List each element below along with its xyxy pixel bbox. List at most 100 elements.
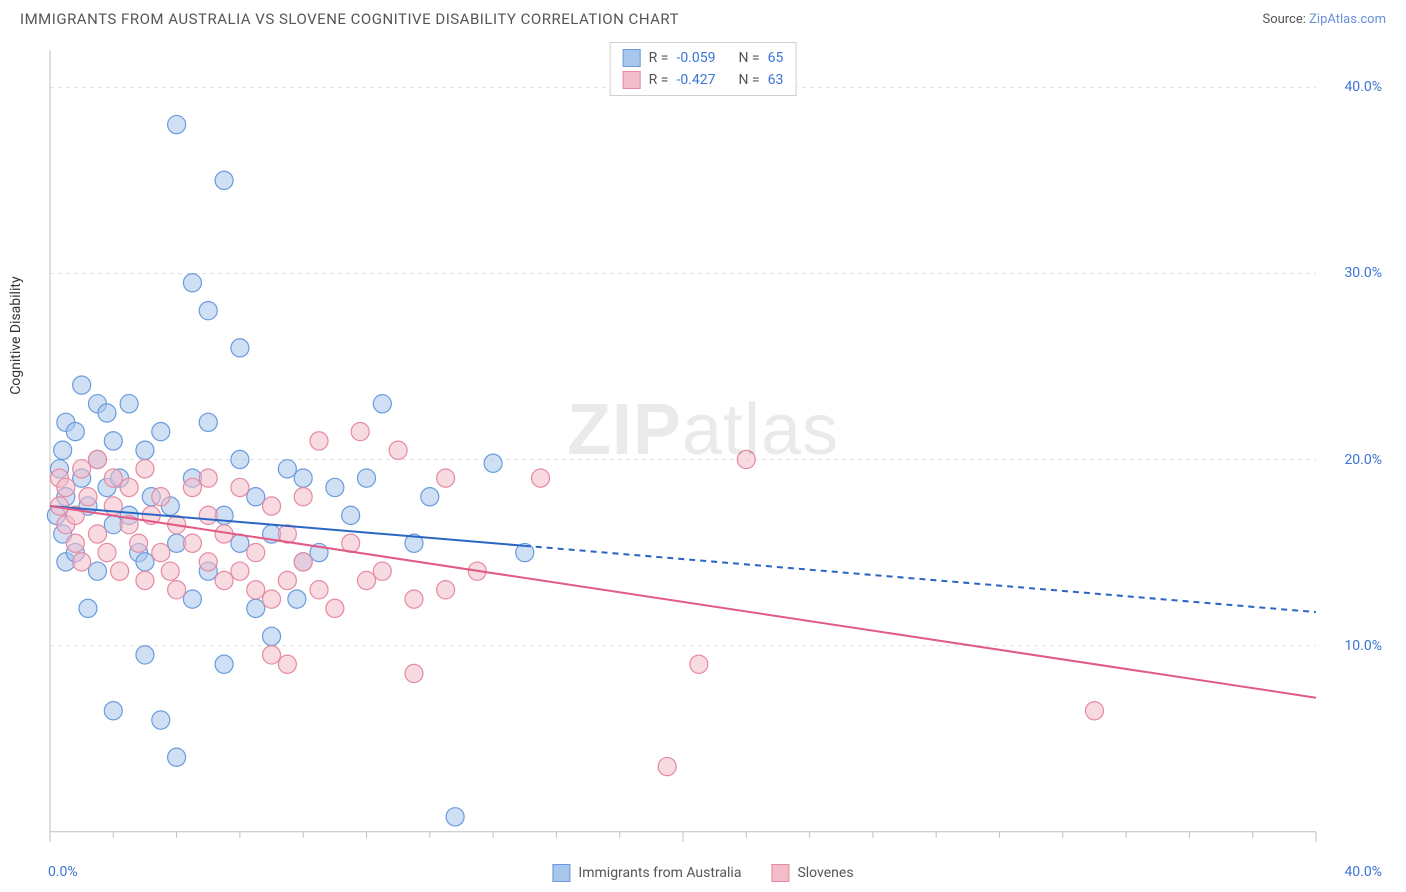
data-point: [183, 590, 201, 608]
data-point: [73, 553, 91, 571]
data-point: [247, 599, 265, 617]
y-axis-label: Cognitive Disability: [8, 276, 24, 394]
data-point: [247, 488, 265, 506]
data-point: [373, 562, 391, 580]
source-link[interactable]: ZipAtlas.com: [1309, 12, 1386, 27]
data-point: [389, 441, 407, 459]
regression-line: [50, 506, 1316, 698]
data-point: [326, 599, 344, 617]
data-point: [278, 571, 296, 589]
data-point: [136, 646, 154, 664]
y-tick-label: 40.0%: [1344, 79, 1382, 95]
data-point: [88, 450, 106, 468]
legend-swatch: [771, 864, 789, 882]
data-point: [294, 488, 312, 506]
data-point: [658, 757, 676, 775]
data-point: [1085, 702, 1103, 720]
data-point: [231, 534, 249, 552]
data-point: [247, 581, 265, 599]
data-point: [120, 395, 138, 413]
data-point: [373, 395, 391, 413]
x-axis-min-label: 0.0%: [48, 864, 78, 880]
data-point: [54, 441, 72, 459]
data-point: [405, 590, 423, 608]
data-point: [231, 339, 249, 357]
data-point: [104, 432, 122, 450]
data-point: [79, 488, 97, 506]
data-point: [358, 571, 376, 589]
correlation-legend: R = -0.059 N = 65 R = -0.427 N = 63: [610, 42, 797, 96]
data-point: [199, 553, 217, 571]
data-point: [66, 534, 84, 552]
data-point: [152, 488, 170, 506]
data-point: [152, 711, 170, 729]
data-point: [199, 302, 217, 320]
data-point: [231, 478, 249, 496]
data-point: [278, 460, 296, 478]
data-point: [310, 581, 328, 599]
data-point: [351, 422, 369, 440]
data-point: [215, 571, 233, 589]
data-point: [168, 581, 186, 599]
x-axis-max-label: 40.0%: [1344, 864, 1382, 880]
legend-row: R = -0.059 N = 65: [623, 47, 784, 69]
y-tick-label: 10.0%: [1344, 638, 1382, 654]
data-point: [88, 562, 106, 580]
data-point: [104, 469, 122, 487]
data-point: [263, 646, 281, 664]
legend-swatch: [552, 864, 570, 882]
data-point: [136, 553, 154, 571]
data-point: [231, 450, 249, 468]
data-point: [66, 422, 84, 440]
scatter-plot: [20, 40, 1386, 852]
data-point: [73, 460, 91, 478]
data-point: [288, 590, 306, 608]
data-point: [104, 702, 122, 720]
data-point: [168, 115, 186, 133]
legend-swatch: [623, 71, 641, 89]
series-legend: Immigrants from Australia Slovenes: [552, 864, 853, 882]
data-point: [183, 534, 201, 552]
data-point: [98, 543, 116, 561]
data-point: [263, 590, 281, 608]
data-point: [73, 376, 91, 394]
data-point: [437, 469, 455, 487]
chart-title: IMMIGRANTS FROM AUSTRALIA VS SLOVENE COG…: [20, 10, 679, 28]
y-tick-label: 20.0%: [1344, 452, 1382, 468]
data-point: [278, 655, 296, 673]
legend-row: R = -0.427 N = 63: [623, 69, 784, 91]
data-point: [88, 525, 106, 543]
data-point: [183, 478, 201, 496]
data-point: [130, 534, 148, 552]
data-point: [111, 562, 129, 580]
data-point: [199, 469, 217, 487]
data-point: [152, 543, 170, 561]
data-point: [136, 441, 154, 459]
data-point: [215, 171, 233, 189]
data-point: [199, 506, 217, 524]
data-point: [446, 808, 464, 826]
data-point: [98, 404, 116, 422]
data-point: [690, 655, 708, 673]
data-point: [215, 655, 233, 673]
data-point: [342, 506, 360, 524]
source-attribution: Source: ZipAtlas.com: [1262, 12, 1386, 27]
data-point: [405, 664, 423, 682]
data-point: [120, 478, 138, 496]
data-point: [247, 543, 265, 561]
data-point: [310, 432, 328, 450]
legend-item: Slovenes: [771, 864, 853, 882]
data-point: [57, 478, 75, 496]
data-point: [168, 748, 186, 766]
data-point: [79, 599, 97, 617]
data-point: [294, 553, 312, 571]
legend-item: Immigrants from Australia: [552, 864, 741, 882]
data-point: [737, 450, 755, 468]
data-point: [437, 581, 455, 599]
y-tick-label: 30.0%: [1344, 265, 1382, 281]
data-point: [136, 571, 154, 589]
data-point: [358, 469, 376, 487]
data-point: [532, 469, 550, 487]
data-point: [199, 413, 217, 431]
chart-area: Cognitive Disability ZIPatlas R = -0.059…: [20, 40, 1386, 852]
